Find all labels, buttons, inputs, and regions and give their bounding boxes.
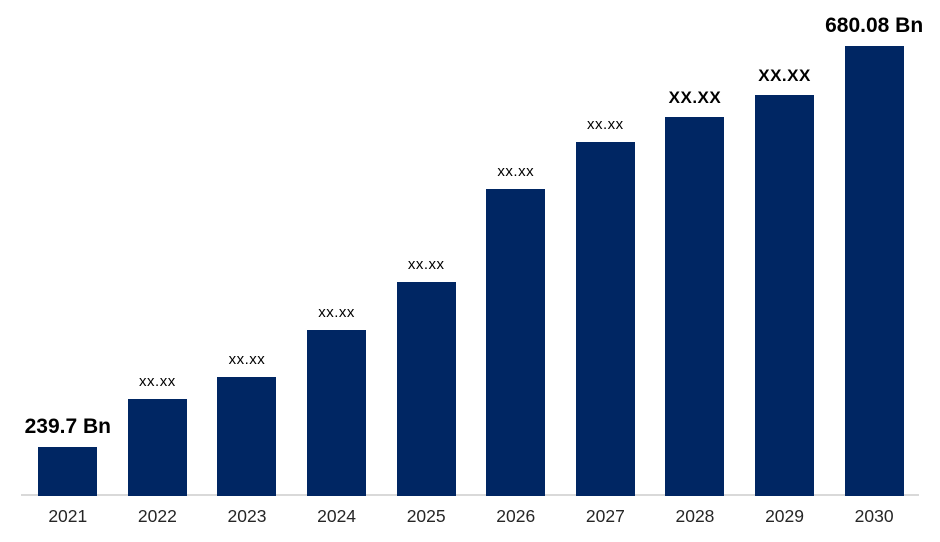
data-label: xx.xx bbox=[228, 350, 266, 368]
bar bbox=[844, 46, 904, 496]
bar-column: xx.xx bbox=[113, 0, 203, 496]
bar-column: XX.XX bbox=[740, 0, 830, 496]
x-tick-label-2021: 2021 bbox=[48, 506, 88, 526]
x-tick-label-2024: 2024 bbox=[317, 506, 357, 526]
bar-column: xx.xx bbox=[202, 0, 292, 496]
x-axis-labels: 2021 2022 2023 2024 2025 2026 2027 2028 2029 2030 bbox=[23, 506, 919, 527]
x-tick-label-2029: 2029 bbox=[765, 506, 805, 526]
x-tick-label-2026: 2026 bbox=[496, 506, 536, 526]
bar bbox=[396, 282, 456, 496]
data-label: 680.08 Bn bbox=[825, 13, 924, 37]
data-label: xx.xx bbox=[139, 372, 176, 390]
data-label: 239.7 Bn bbox=[24, 414, 111, 438]
x-tick-label-2028: 2028 bbox=[675, 506, 715, 526]
x-tick-label-2023: 2023 bbox=[227, 506, 267, 526]
bar bbox=[307, 330, 367, 496]
x-axis-line bbox=[21, 494, 919, 496]
bar-column: XX.XX bbox=[650, 0, 740, 496]
bar bbox=[217, 377, 277, 496]
x-tick-label-2025: 2025 bbox=[406, 506, 446, 526]
bar bbox=[575, 142, 635, 496]
bar bbox=[127, 399, 187, 496]
bar-column: xx.xx bbox=[292, 0, 382, 496]
data-label: xx.xx bbox=[497, 162, 535, 180]
data-label: xx.xx bbox=[587, 115, 624, 133]
bar-column: xx.xx bbox=[561, 0, 651, 496]
bar-column: xx.xx bbox=[471, 0, 561, 496]
bar bbox=[665, 117, 725, 496]
data-label: xx.xx bbox=[318, 303, 355, 321]
bar-column: xx.xx bbox=[381, 0, 471, 496]
plot-area: 239.7 Bn xx.xx xx.xx xx.xx xx.xx xx.xx x… bbox=[23, 0, 923, 496]
x-tick-label-2027: 2027 bbox=[585, 506, 625, 526]
bar-column: 239.7 Bn bbox=[23, 0, 113, 496]
data-label: XX.XX bbox=[758, 66, 811, 86]
bar bbox=[486, 189, 546, 496]
x-tick-label-2030: 2030 bbox=[854, 506, 894, 526]
bar bbox=[755, 95, 815, 496]
bar bbox=[38, 447, 98, 496]
data-label: XX.XX bbox=[668, 88, 722, 108]
x-tick-label-2022: 2022 bbox=[137, 506, 177, 526]
data-label: xx.xx bbox=[407, 255, 445, 273]
bar-column: 680.08 Bn bbox=[825, 0, 923, 496]
